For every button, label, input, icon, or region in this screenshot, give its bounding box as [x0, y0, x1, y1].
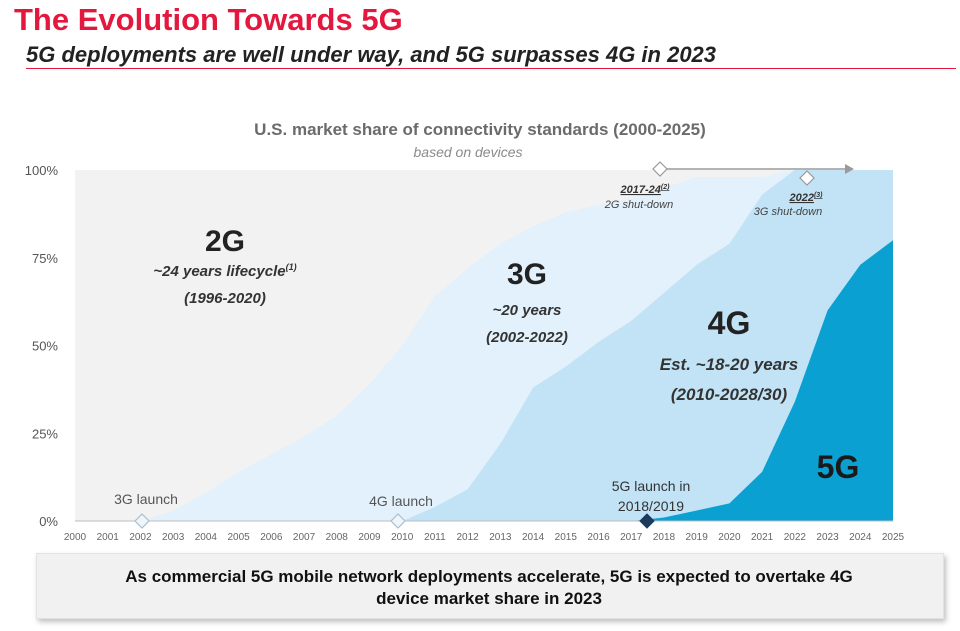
x-tick-label: 2007	[293, 532, 316, 543]
x-tick-label: 2006	[260, 532, 283, 543]
milestone-3g-diamond-icon	[134, 513, 150, 529]
page-subtitle: 5G deployments are well under way, and 5…	[26, 42, 717, 67]
x-tick-label: 2009	[358, 532, 381, 543]
x-tick-label: 2025	[882, 532, 905, 543]
shutdown-3g-diamond-icon	[799, 170, 815, 186]
x-tick-label: 2023	[816, 532, 839, 543]
x-tick-label: 2002	[129, 532, 152, 543]
area-chart: 0% 25% 50% 75% 100% 2000 2001 2002 2003 2004 2005…	[25, 161, 905, 543]
x-tick-label: 2019	[686, 532, 709, 543]
shutdown-3g-date: 2022(3)	[788, 192, 823, 204]
shutdown-3g-label: 3G shut-down	[754, 206, 822, 218]
y-tick-label: 0%	[39, 514, 58, 529]
label-2g-detail: ~24 years lifecycle(1)	[153, 262, 296, 280]
x-tick-label: 2024	[849, 532, 872, 543]
y-tick-label: 75%	[32, 251, 58, 266]
x-tick-label: 2003	[162, 532, 185, 543]
x-tick-label: 2014	[522, 532, 545, 543]
shutdown-2g-label: 2G shut-down	[604, 199, 673, 211]
milestone-4g-diamond-icon	[390, 513, 406, 529]
y-tick-label: 25%	[32, 426, 58, 441]
milestone-4g-label: 4G launch	[369, 493, 433, 509]
x-tick-label: 2021	[751, 532, 774, 543]
chart-title: U.S. market share of connectivity standa…	[254, 120, 706, 139]
label-4g-detail: Est. ~18-20 years	[660, 355, 798, 374]
y-tick-label: 100%	[25, 163, 59, 178]
x-tick-label: 2008	[326, 532, 349, 543]
x-axis: 2000 2001 2002 2003 2004 2005 2006 2007 2008 2009…	[64, 532, 905, 543]
x-tick-label: 2005	[227, 532, 250, 543]
milestone-5g-label-line2: 2018/2019	[618, 498, 684, 514]
x-tick-label: 2017	[620, 532, 643, 543]
label-3g-years: (2002-2022)	[486, 329, 568, 346]
callout-text: As commercial 5G mobile network deployme…	[36, 566, 942, 610]
x-tick-label: 2020	[718, 532, 741, 543]
x-tick-label: 2018	[653, 532, 676, 543]
area-4g	[75, 170, 893, 521]
label-2g-years: (1996-2020)	[184, 290, 266, 307]
milestone-5g-diamond-icon	[639, 513, 655, 529]
label-4g-name: 4G	[708, 305, 751, 341]
page-title: The Evolution Towards 5G	[14, 2, 403, 37]
x-tick-label: 2004	[195, 532, 218, 543]
label-4g-years: (2010-2028/30)	[671, 385, 788, 404]
callout-line-1: As commercial 5G mobile network deployme…	[125, 567, 853, 586]
shutdown-2g-date: 2017-24(2)	[620, 184, 671, 196]
x-tick-label: 2016	[587, 532, 610, 543]
label-5g-name: 5G	[817, 449, 860, 485]
milestone-5g-label-line1: 5G launch in	[612, 478, 691, 494]
callout-line-2: device market share in 2023	[376, 589, 602, 608]
x-tick-label: 2015	[555, 532, 578, 543]
shutdown-2g-diamond-icon	[652, 161, 668, 177]
x-tick-label: 2001	[97, 532, 120, 543]
x-tick-label: 2000	[64, 532, 87, 543]
x-tick-label: 2013	[489, 532, 512, 543]
chart-subtitle: based on devices	[413, 144, 523, 160]
label-3g-detail: ~20 years	[493, 302, 562, 319]
y-tick-label: 50%	[32, 339, 58, 354]
shutdown-arrow-icon	[845, 164, 854, 174]
x-tick-label: 2022	[784, 532, 807, 543]
title-divider	[26, 68, 956, 69]
label-2g-name: 2G	[205, 225, 245, 258]
milestone-3g-label: 3G launch	[114, 491, 178, 507]
y-axis: 0% 25% 50% 75% 100%	[25, 163, 59, 529]
x-tick-label: 2012	[457, 532, 480, 543]
x-tick-label: 2010	[391, 532, 414, 543]
callout-box	[36, 553, 944, 619]
x-tick-label: 2011	[424, 532, 446, 543]
area-5g	[75, 240, 893, 521]
label-3g-name: 3G	[507, 258, 547, 291]
chart-areas	[75, 170, 893, 521]
